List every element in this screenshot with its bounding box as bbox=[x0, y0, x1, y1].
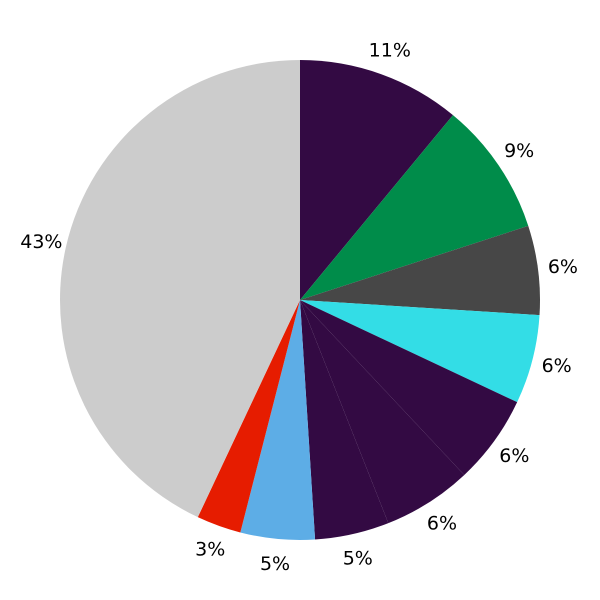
pie-slice bbox=[300, 115, 529, 301]
slice-label: 6% bbox=[427, 513, 457, 535]
pie-slice bbox=[60, 60, 301, 518]
pie-slice bbox=[300, 300, 540, 403]
slice-label: 11% bbox=[369, 40, 411, 62]
pie-slice bbox=[300, 60, 453, 300]
pie-slice bbox=[300, 225, 541, 316]
slice-label: 3% bbox=[195, 538, 225, 560]
pie-slices bbox=[60, 60, 541, 540]
slice-label: 6% bbox=[542, 355, 572, 377]
pie-slice bbox=[197, 300, 300, 533]
slice-label: 5% bbox=[260, 553, 290, 575]
pie-slice bbox=[240, 300, 316, 540]
slice-label: 43% bbox=[20, 231, 62, 253]
pie-labels: 11% 9% 6% 6% 6% 6% 5% 5% 3% 43% bbox=[20, 40, 578, 575]
slice-label: 9% bbox=[504, 140, 534, 162]
pie-slice bbox=[300, 300, 465, 524]
pie-slice bbox=[300, 300, 389, 540]
pie-slice bbox=[300, 300, 518, 475]
slice-label: 6% bbox=[499, 445, 529, 467]
slice-label: 6% bbox=[548, 256, 578, 278]
slice-label: 5% bbox=[343, 548, 373, 570]
